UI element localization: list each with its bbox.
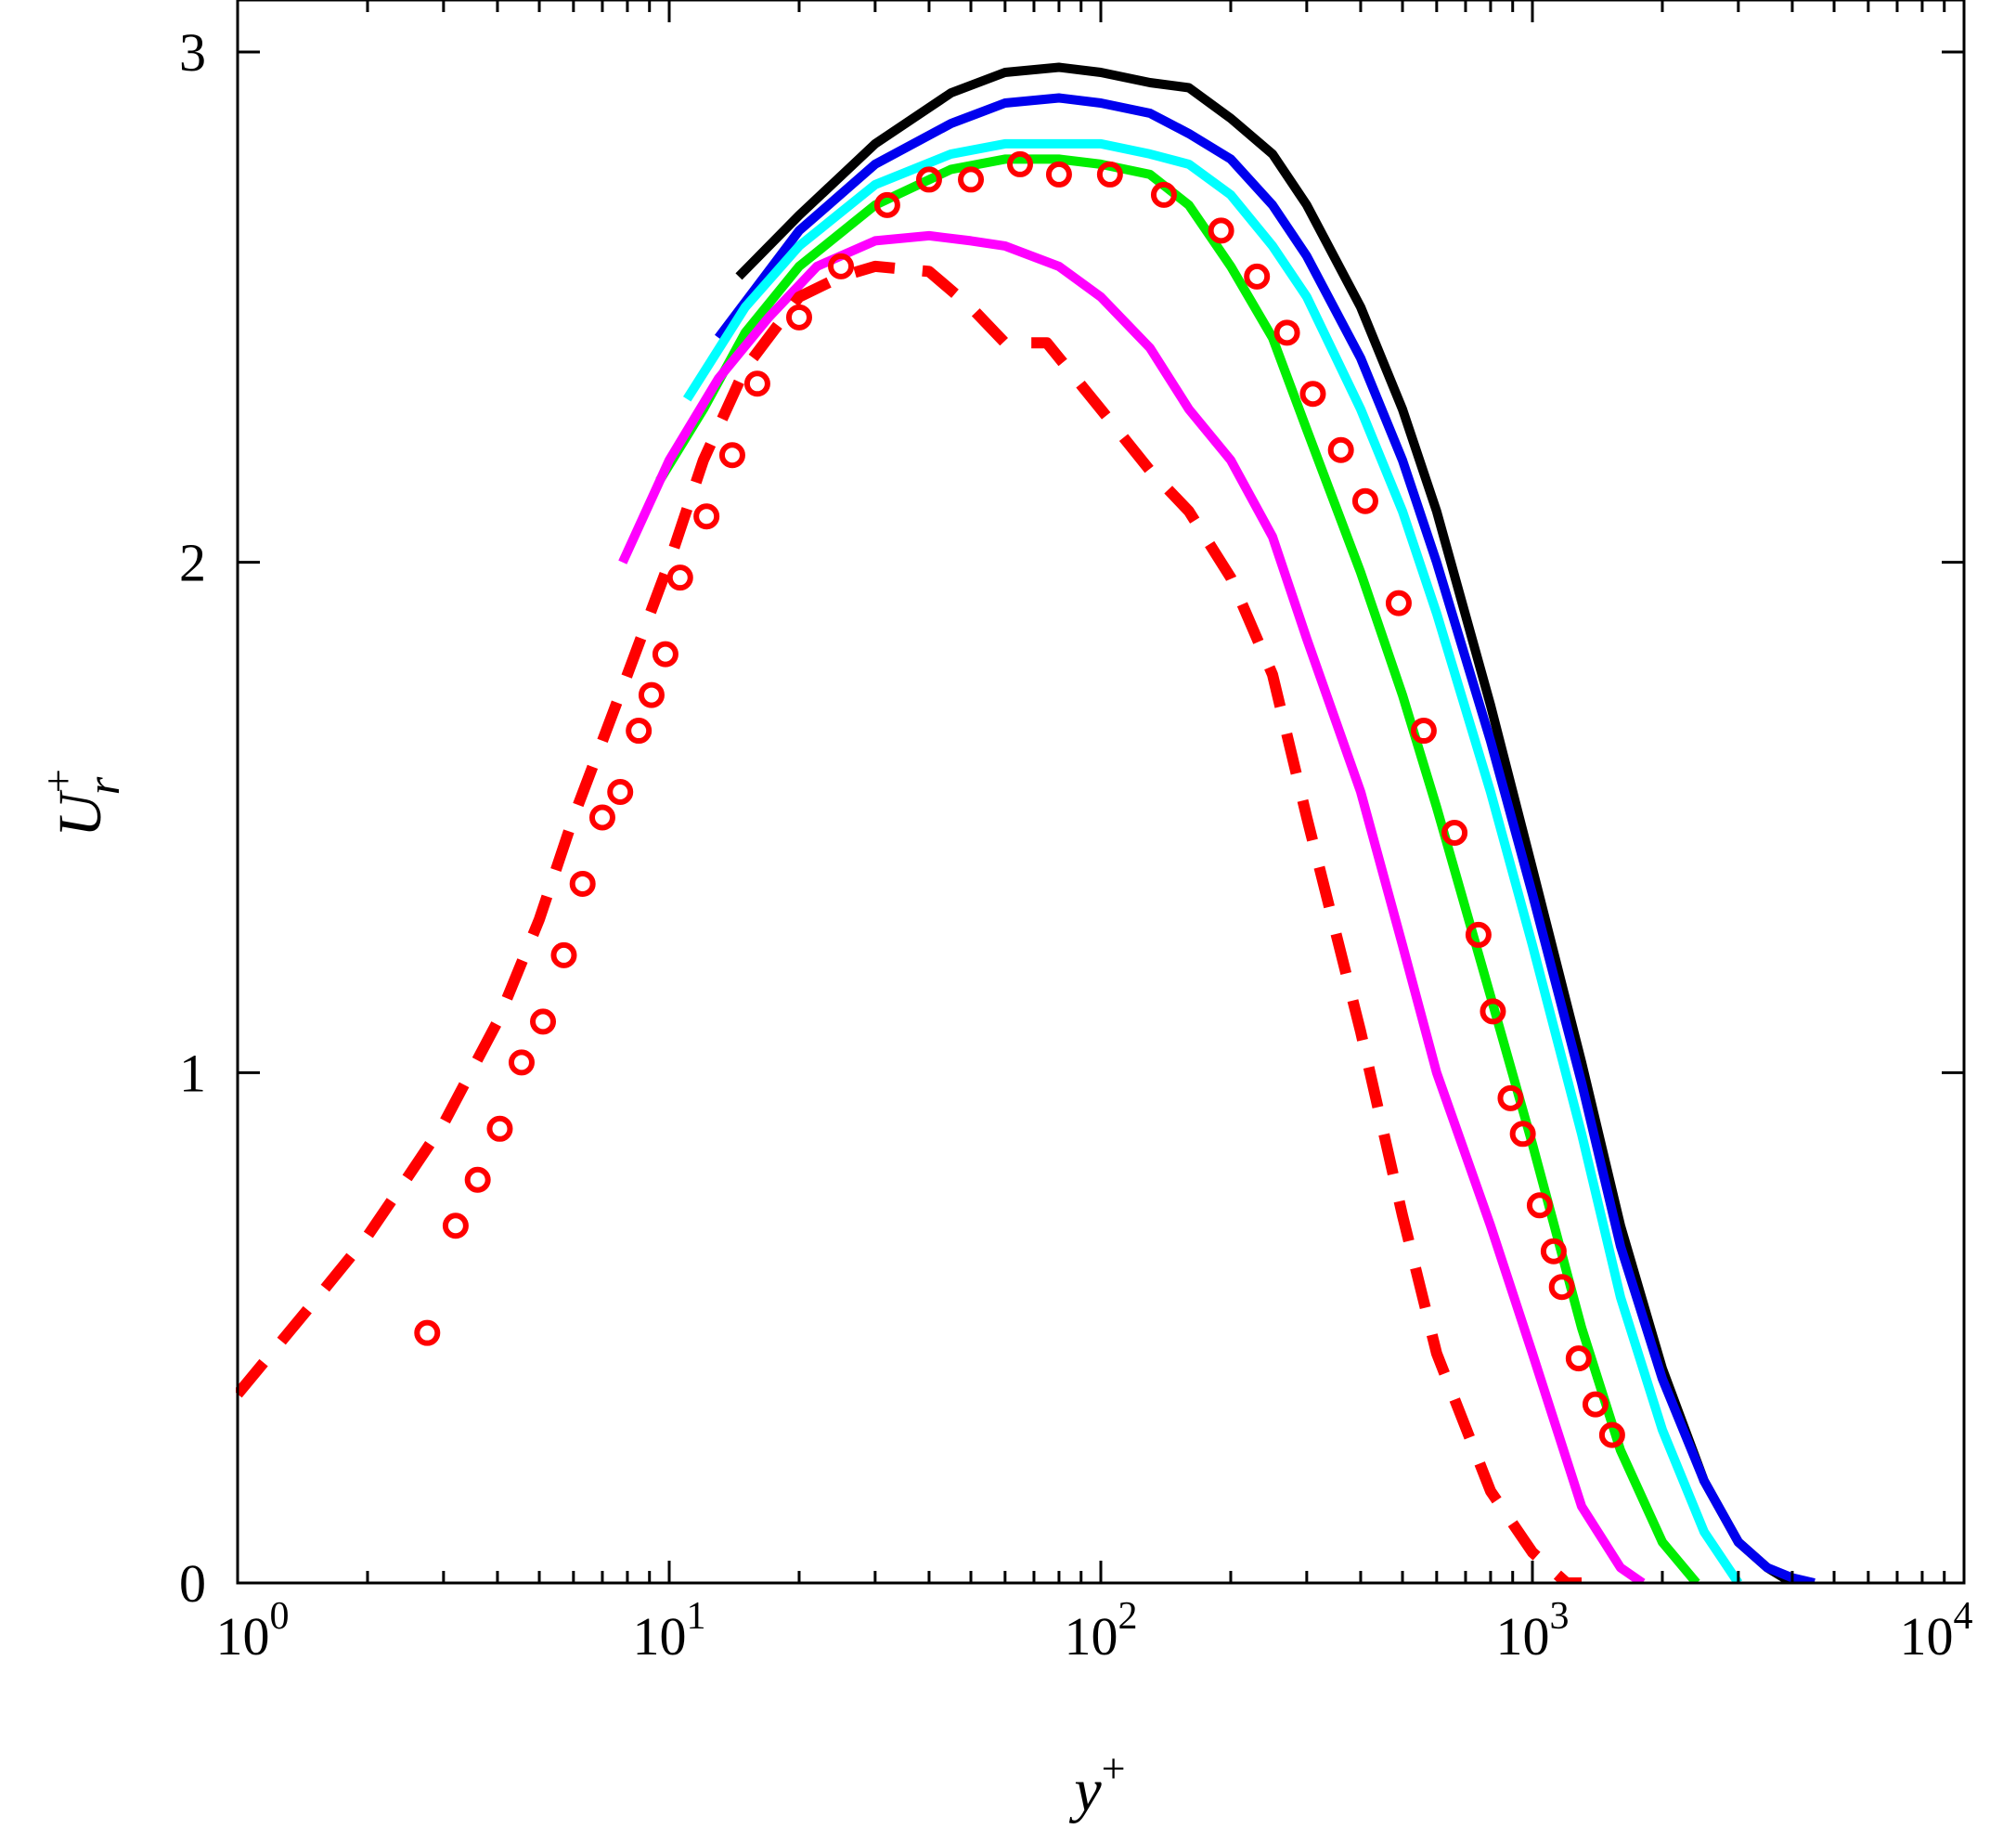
data-point [1509, 1121, 1536, 1148]
y-axis-label: U+r [34, 769, 129, 837]
data-point [1385, 590, 1412, 616]
data-point [828, 253, 855, 279]
x-tick-label: 104 [1900, 1595, 1973, 1667]
data-point [1045, 161, 1072, 188]
data-point [607, 779, 634, 806]
series-line [618, 230, 1646, 1583]
data-point [508, 1049, 535, 1076]
x-tick-label: 100 [216, 1595, 290, 1667]
data-point [785, 304, 812, 331]
data-point [1548, 1274, 1575, 1301]
data-point [638, 681, 665, 708]
series-line [715, 93, 1816, 1583]
data-point [1244, 263, 1271, 290]
data-point [1351, 487, 1378, 514]
data-point [1299, 381, 1326, 408]
data-point [693, 503, 720, 530]
data-point [1327, 436, 1354, 463]
series-5 [236, 260, 1582, 1583]
y-tick-label: 0 [179, 1553, 206, 1614]
axes [236, 0, 1966, 1585]
data-point [1582, 1391, 1609, 1418]
data-point [414, 1319, 441, 1346]
data-point [550, 941, 577, 968]
y-tick-label: 2 [179, 533, 206, 593]
data-point [486, 1115, 513, 1142]
tick-labels: 100 101 102 103 104 0 1 2 3 [179, 22, 1973, 1667]
x-tick-label: 101 [633, 1595, 706, 1667]
data-point [743, 370, 770, 397]
data-point [588, 804, 615, 831]
data-point [915, 166, 942, 193]
y-tick-label: 1 [179, 1043, 206, 1103]
data-point [1480, 998, 1506, 1025]
data-point [1150, 181, 1177, 208]
x-tick-label: 103 [1496, 1595, 1570, 1667]
data-point [666, 564, 693, 591]
series-4 [618, 230, 1646, 1583]
data-point [1273, 319, 1300, 346]
data-point [1565, 1345, 1592, 1372]
series-line [236, 260, 1582, 1583]
data-point [652, 641, 678, 668]
data-point [626, 718, 653, 745]
data-point [464, 1166, 491, 1193]
data-point [1465, 921, 1492, 948]
data-point [718, 442, 745, 469]
series-line [682, 138, 1743, 1583]
data-point [1598, 1421, 1625, 1448]
data-point [530, 1008, 557, 1035]
data-point [569, 870, 596, 897]
plot-frame [236, 0, 1966, 1585]
data-point [1526, 1192, 1553, 1219]
series-6 [414, 150, 1625, 1448]
data-point [1410, 718, 1437, 745]
data-point [958, 166, 985, 193]
data-point [1540, 1238, 1567, 1265]
data-point [1096, 161, 1123, 188]
data-point [1208, 217, 1234, 244]
data-point [873, 191, 900, 218]
data-point [1497, 1084, 1524, 1111]
y-tick-label: 3 [179, 22, 206, 83]
data-point [442, 1213, 469, 1239]
data-point [1441, 819, 1468, 846]
series-2 [682, 138, 1743, 1583]
series-1 [715, 93, 1816, 1583]
x-tick-label: 102 [1065, 1595, 1138, 1667]
data-point [1007, 150, 1034, 177]
x-axis-label: y+ [1068, 1745, 1125, 1824]
series-layer [236, 62, 1816, 1583]
